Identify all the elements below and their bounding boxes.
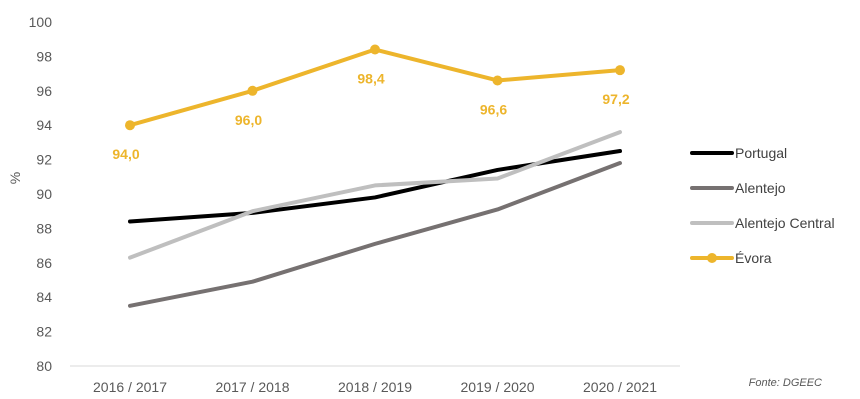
legend-label: Portugal: [735, 145, 787, 161]
legend: Portugal Alentejo Alentejo Central Évora: [690, 145, 835, 266]
x-tick-label: 2020 / 2021: [583, 379, 657, 395]
series-line: [128, 47, 622, 128]
y-tick-label: 88: [36, 220, 52, 236]
data-point: [247, 85, 258, 96]
legend-label: Alentejo: [735, 180, 786, 196]
data-point: [370, 44, 380, 55]
y-tick-label: 96: [36, 83, 52, 99]
data-labels: 94,0 96,0 98,4 96,6 97,2: [112, 71, 629, 163]
y-axis: 80 82 84 86 88 90 92 94 96 98 100: [29, 14, 53, 374]
y-axis-title: %: [7, 172, 23, 184]
x-tick-label: 2016 / 2017: [93, 379, 167, 395]
y-tick-label: 90: [36, 186, 52, 202]
data-point: [492, 75, 503, 86]
x-tick-label: 2018 / 2019: [338, 379, 412, 395]
y-tick-label: 92: [36, 152, 52, 168]
y-tick-label: 84: [36, 289, 52, 305]
y-tick-label: 86: [36, 255, 52, 271]
y-tick-label: 94: [36, 117, 52, 133]
source-note: Fonte: DGEEC: [749, 377, 822, 389]
legend-label: Évora: [735, 250, 772, 266]
y-tick-label: 100: [29, 14, 53, 30]
data-point: [615, 65, 625, 76]
data-label: 96,6: [480, 101, 507, 117]
legend-marker: [707, 253, 717, 263]
data-label: 94,0: [112, 146, 139, 162]
series-line: [128, 130, 622, 260]
data-point: [125, 120, 135, 131]
data-label: 97,2: [602, 91, 629, 107]
series-line: [128, 161, 622, 308]
y-tick-label: 82: [36, 324, 52, 340]
x-tick-label: 2019 / 2020: [461, 379, 535, 395]
legend-label: Alentejo Central: [735, 215, 835, 231]
series-lines: [128, 47, 622, 308]
y-tick-label: 98: [36, 48, 52, 64]
data-label: 96,0: [235, 112, 262, 128]
x-axis: 2016 / 2017 2017 / 2018 2018 / 2019 2019 / …: [70, 365, 680, 395]
data-label: 98,4: [357, 71, 384, 87]
x-tick-label: 2017 / 2018: [216, 379, 290, 395]
series-markers: [125, 44, 625, 131]
y-tick-label: 80: [36, 358, 52, 374]
